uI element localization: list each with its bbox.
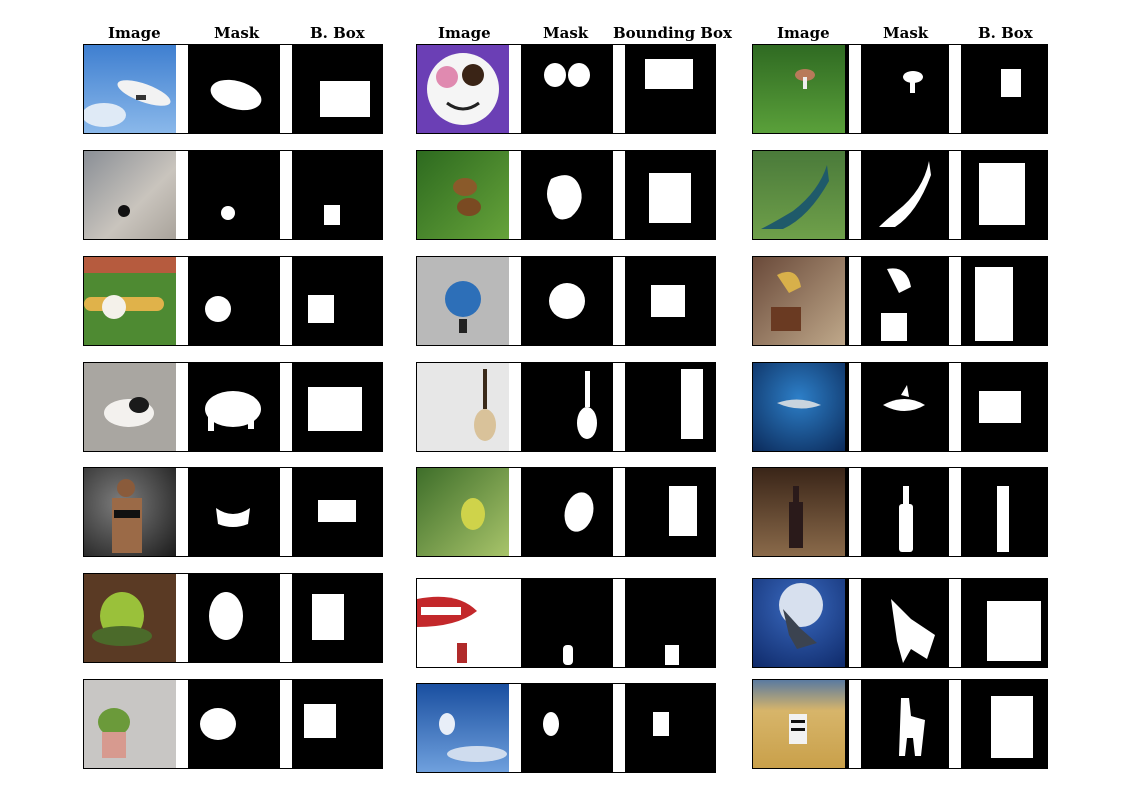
sample-mask [521, 151, 613, 239]
sample-bounding-box [625, 684, 715, 772]
sample-row [83, 362, 383, 452]
header-bbox-col1: B. Box [310, 24, 365, 42]
header-mask-col2: Mask [543, 24, 589, 42]
sample-bounding-box [292, 45, 382, 133]
sample-bounding-box [292, 680, 382, 768]
sample-mask [861, 363, 949, 451]
sample-row [752, 578, 1048, 668]
sample-mask [521, 45, 613, 133]
sample-image [84, 363, 176, 451]
sample-image [417, 468, 509, 556]
sample-image [84, 574, 176, 662]
sample-row [752, 150, 1048, 240]
sample-row [752, 362, 1048, 452]
sample-image [417, 363, 509, 451]
sample-image [753, 257, 845, 345]
sample-mask [521, 579, 613, 667]
sample-row [83, 573, 383, 663]
sample-mask [188, 574, 280, 662]
header-mask-col1: Mask [214, 24, 260, 42]
sample-row [83, 44, 383, 134]
sample-bounding-box [292, 574, 382, 662]
sample-row [416, 256, 716, 346]
sample-mask [188, 468, 280, 556]
sample-mask [188, 363, 280, 451]
sample-image [84, 680, 176, 768]
sample-image [753, 579, 845, 667]
sample-image [417, 45, 509, 133]
sample-image [84, 257, 176, 345]
sample-row [83, 256, 383, 346]
sample-bounding-box [961, 151, 1047, 239]
sample-image [84, 151, 176, 239]
sample-image [417, 257, 509, 345]
sample-mask [861, 257, 949, 345]
sample-bounding-box [961, 579, 1047, 667]
sample-mask [188, 680, 280, 768]
sample-row [752, 679, 1048, 769]
sample-row [83, 679, 383, 769]
sample-bounding-box [625, 468, 715, 556]
sample-row [752, 256, 1048, 346]
sample-row [416, 683, 716, 773]
sample-row [83, 467, 383, 557]
sample-row [752, 44, 1048, 134]
sample-mask [861, 151, 949, 239]
sample-mask [521, 684, 613, 772]
sample-row [416, 150, 716, 240]
sample-bounding-box [625, 151, 715, 239]
header-bbox-col3: B. Box [978, 24, 1033, 42]
header-image-col3: Image [777, 24, 830, 42]
sample-mask [861, 579, 949, 667]
header-bbox-col2: Bounding Box [613, 24, 732, 42]
sample-row [416, 362, 716, 452]
sample-row [416, 467, 716, 557]
sample-row [416, 44, 716, 134]
sample-image [417, 579, 509, 667]
sample-row [416, 578, 716, 668]
sample-row [83, 150, 383, 240]
header-mask-col3: Mask [883, 24, 929, 42]
sample-image [84, 45, 176, 133]
sample-bounding-box [961, 257, 1047, 345]
sample-bounding-box [292, 468, 382, 556]
sample-mask [521, 363, 613, 451]
sample-mask [188, 45, 280, 133]
sample-bounding-box [625, 363, 715, 451]
sample-image [753, 468, 845, 556]
header-image-col2: Image [438, 24, 491, 42]
sample-mask [188, 257, 280, 345]
sample-bounding-box [625, 45, 715, 133]
sample-bounding-box [292, 363, 382, 451]
sample-image [417, 684, 509, 772]
sample-image [753, 680, 845, 768]
sample-bounding-box [961, 680, 1047, 768]
sample-mask [861, 680, 949, 768]
sample-image [417, 151, 509, 239]
sample-mask [521, 468, 613, 556]
sample-bounding-box [292, 257, 382, 345]
sample-mask [521, 257, 613, 345]
sample-bounding-box [961, 45, 1047, 133]
sample-mask [861, 45, 949, 133]
sample-bounding-box [625, 579, 715, 667]
sample-row [752, 467, 1048, 557]
sample-bounding-box [625, 257, 715, 345]
sample-bounding-box [961, 468, 1047, 556]
sample-bounding-box [292, 151, 382, 239]
sample-image [753, 151, 845, 239]
header-image-col1: Image [108, 24, 161, 42]
sample-image [84, 468, 176, 556]
sample-mask [188, 151, 280, 239]
sample-mask [861, 468, 949, 556]
sample-image [753, 363, 845, 451]
sample-image [753, 45, 845, 133]
sample-bounding-box [961, 363, 1047, 451]
